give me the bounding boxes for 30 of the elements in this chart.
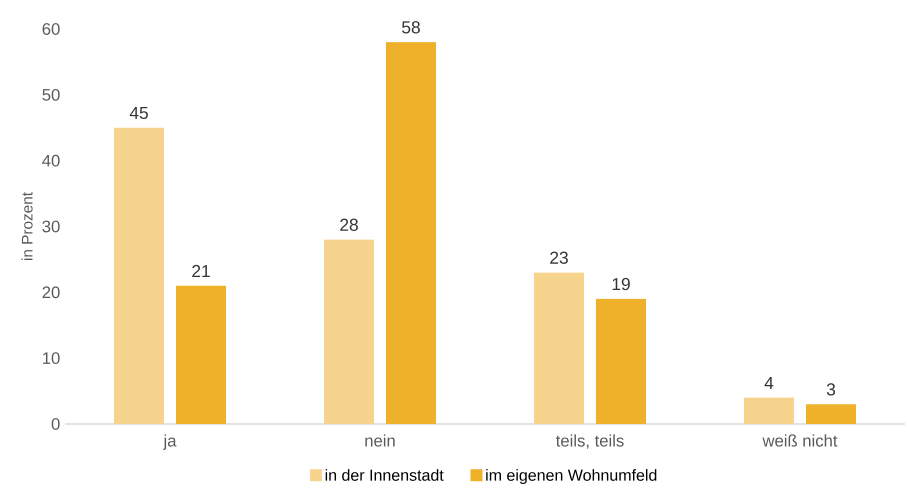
y-tick-label: 20 (42, 286, 60, 298)
y-tick-label: 50 (42, 88, 60, 101)
x-tick-label: nein (365, 434, 395, 447)
bar (534, 272, 584, 424)
data-label: 23 (550, 252, 568, 264)
x-tick-label: weiß nicht (762, 434, 838, 447)
bar (596, 298, 646, 424)
bar (324, 240, 374, 424)
legend-label: im eigenen Wohnumfeld (486, 469, 656, 484)
data-label: 3 (826, 383, 836, 396)
data-label: 28 (340, 218, 358, 231)
x-tick-label: ja (163, 434, 176, 450)
bar (806, 404, 856, 424)
data-label: 19 (612, 278, 630, 290)
y-tick-label: 60 (42, 23, 60, 35)
y-tick-label: 0 (52, 418, 60, 430)
bar (744, 398, 794, 424)
data-label: 21 (192, 264, 210, 278)
y-tick-label: 30 (42, 220, 60, 232)
y-axis-title: in Prozent (21, 192, 33, 260)
x-tick-label: teils, teils (556, 434, 624, 449)
bar (176, 286, 226, 424)
bar (114, 128, 164, 424)
data-label: 58 (402, 21, 420, 34)
bar (386, 42, 436, 424)
y-tick-label: 40 (42, 154, 60, 167)
data-label: 45 (130, 106, 148, 120)
y-tick-label: 10 (43, 352, 60, 364)
data-label: 4 (764, 377, 774, 389)
legend-label: in der Innenstadt (326, 469, 444, 481)
